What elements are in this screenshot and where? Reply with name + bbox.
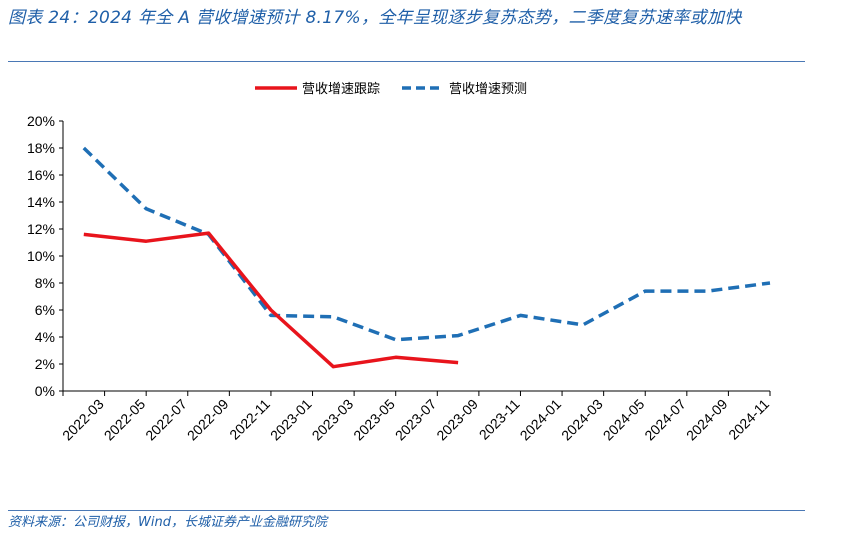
- actual-series-line: [83, 231, 459, 369]
- y-tick-label: 10%: [27, 248, 55, 264]
- y-tick-label: 12%: [27, 221, 55, 237]
- x-tick-label: 2023-07: [392, 396, 440, 444]
- x-tick-label: 2024-09: [683, 396, 731, 444]
- x-tick-label: 2023-03: [309, 396, 357, 444]
- y-tick-label: 20%: [27, 113, 55, 129]
- x-tick-label: 2022-09: [184, 396, 232, 444]
- x-tick-label: 2024-11: [725, 396, 772, 443]
- bottom-divider: [8, 510, 805, 511]
- y-tick-label: 2%: [35, 356, 55, 372]
- x-tick-label: 2023-05: [350, 396, 398, 444]
- x-tick-label: 2022-11: [226, 396, 273, 443]
- x-tick-label: 2024-01: [517, 396, 565, 444]
- chart-title: 图表 24：2024 年全 A 营收增速预计 8.17%，全年呈现逐步复苏态势，…: [8, 8, 742, 28]
- y-tick-label: 0%: [35, 383, 55, 399]
- x-tick-label: 2023-01: [267, 396, 315, 444]
- chart-axes: [62, 121, 770, 392]
- series-lines: [82, 146, 771, 369]
- x-tick-label: 2022-07: [142, 396, 190, 444]
- y-tick-label: 8%: [35, 275, 55, 291]
- legend-label-forecast: 营收增速预测: [449, 82, 527, 97]
- y-axis-ticks: 0% 2% 4% 6% 8% 10% 12% 14% 16% 18% 20%: [27, 113, 63, 399]
- y-tick-label: 14%: [27, 194, 55, 210]
- y-tick-label: 6%: [35, 302, 55, 318]
- x-tick-label: 2023-11: [476, 396, 523, 443]
- top-divider: [8, 61, 805, 62]
- x-axis-ticks: 2022-032022-052022-072022-092022-112023-…: [59, 391, 772, 443]
- x-tick-label: 2022-03: [59, 396, 107, 444]
- x-tick-label: 2022-05: [101, 396, 149, 444]
- x-tick-label: 2024-07: [641, 396, 689, 444]
- x-tick-label: 2024-03: [558, 396, 606, 444]
- x-tick-label: 2023-09: [433, 396, 481, 444]
- forecast-series-line: [82, 146, 771, 342]
- y-tick-label: 16%: [27, 167, 55, 183]
- x-tick-label: 2024-05: [600, 396, 648, 444]
- y-tick-label: 18%: [27, 140, 55, 156]
- legend-label-actual: 营收增速跟踪: [302, 82, 380, 97]
- legend: 营收增速跟踪 营收增速预测: [255, 82, 527, 97]
- y-tick-label: 4%: [35, 329, 55, 345]
- source-note: 资料来源：公司财报，Wind，长城证券产业金融研究院: [8, 515, 327, 530]
